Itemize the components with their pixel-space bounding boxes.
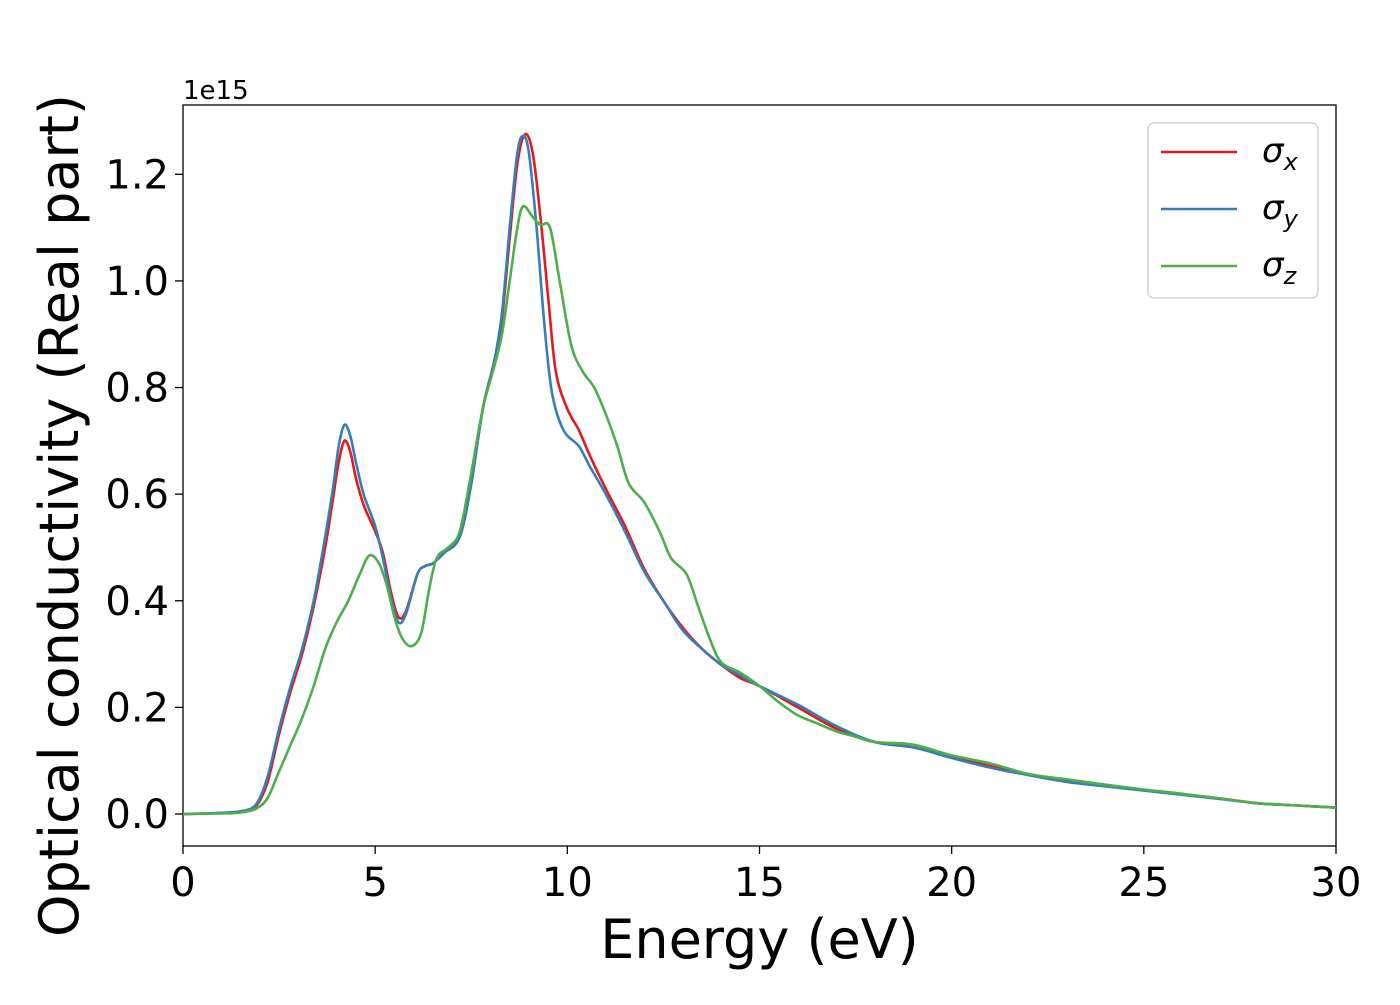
y-tick-label: 0.6 bbox=[105, 472, 169, 518]
legend-subscript: x bbox=[1283, 148, 1299, 176]
x-axis-ticks: 0 5 10 15 20 25 30 bbox=[170, 846, 1361, 906]
legend-symbol: σ bbox=[1262, 188, 1285, 228]
series-lines bbox=[182, 132, 1337, 816]
y-tick-label: 0.0 bbox=[105, 792, 169, 838]
y-tick-label: 1.2 bbox=[105, 152, 169, 198]
y-offset-label: 1e15 bbox=[183, 76, 249, 106]
x-tick-label: 25 bbox=[1118, 860, 1169, 906]
x-tick-label: 20 bbox=[926, 860, 977, 906]
legend-symbol: σ bbox=[1262, 131, 1285, 171]
x-axis-label: Energy (eV) bbox=[600, 908, 919, 971]
x-tick-label: 5 bbox=[362, 860, 387, 906]
y-axis-ticks: 0.0 0.2 0.4 0.6 0.8 1.0 1.2 bbox=[105, 152, 183, 838]
legend-entry-x: σx bbox=[1262, 131, 1299, 176]
y-tick-label: 0.4 bbox=[105, 579, 169, 625]
series-line-z bbox=[182, 204, 1337, 816]
legend-subscript: z bbox=[1283, 262, 1298, 290]
y-tick-label: 1.0 bbox=[105, 259, 169, 305]
legend-box bbox=[1147, 122, 1319, 299]
y-axis-label: Optical conductivity (Real part) bbox=[28, 94, 91, 937]
series-line-y bbox=[182, 134, 1337, 816]
y-tick-label: 0.8 bbox=[105, 366, 169, 412]
legend-entry-z: σz bbox=[1262, 245, 1298, 290]
legend-symbol: σ bbox=[1262, 245, 1285, 285]
x-tick-label: 0 bbox=[170, 860, 195, 906]
legend-entry-y: σy bbox=[1262, 188, 1299, 233]
x-tick-label: 30 bbox=[1311, 860, 1362, 906]
x-tick-label: 10 bbox=[542, 860, 593, 906]
y-tick-label: 0.2 bbox=[105, 685, 169, 731]
legend-subscript: y bbox=[1283, 205, 1299, 233]
x-tick-label: 15 bbox=[734, 860, 785, 906]
